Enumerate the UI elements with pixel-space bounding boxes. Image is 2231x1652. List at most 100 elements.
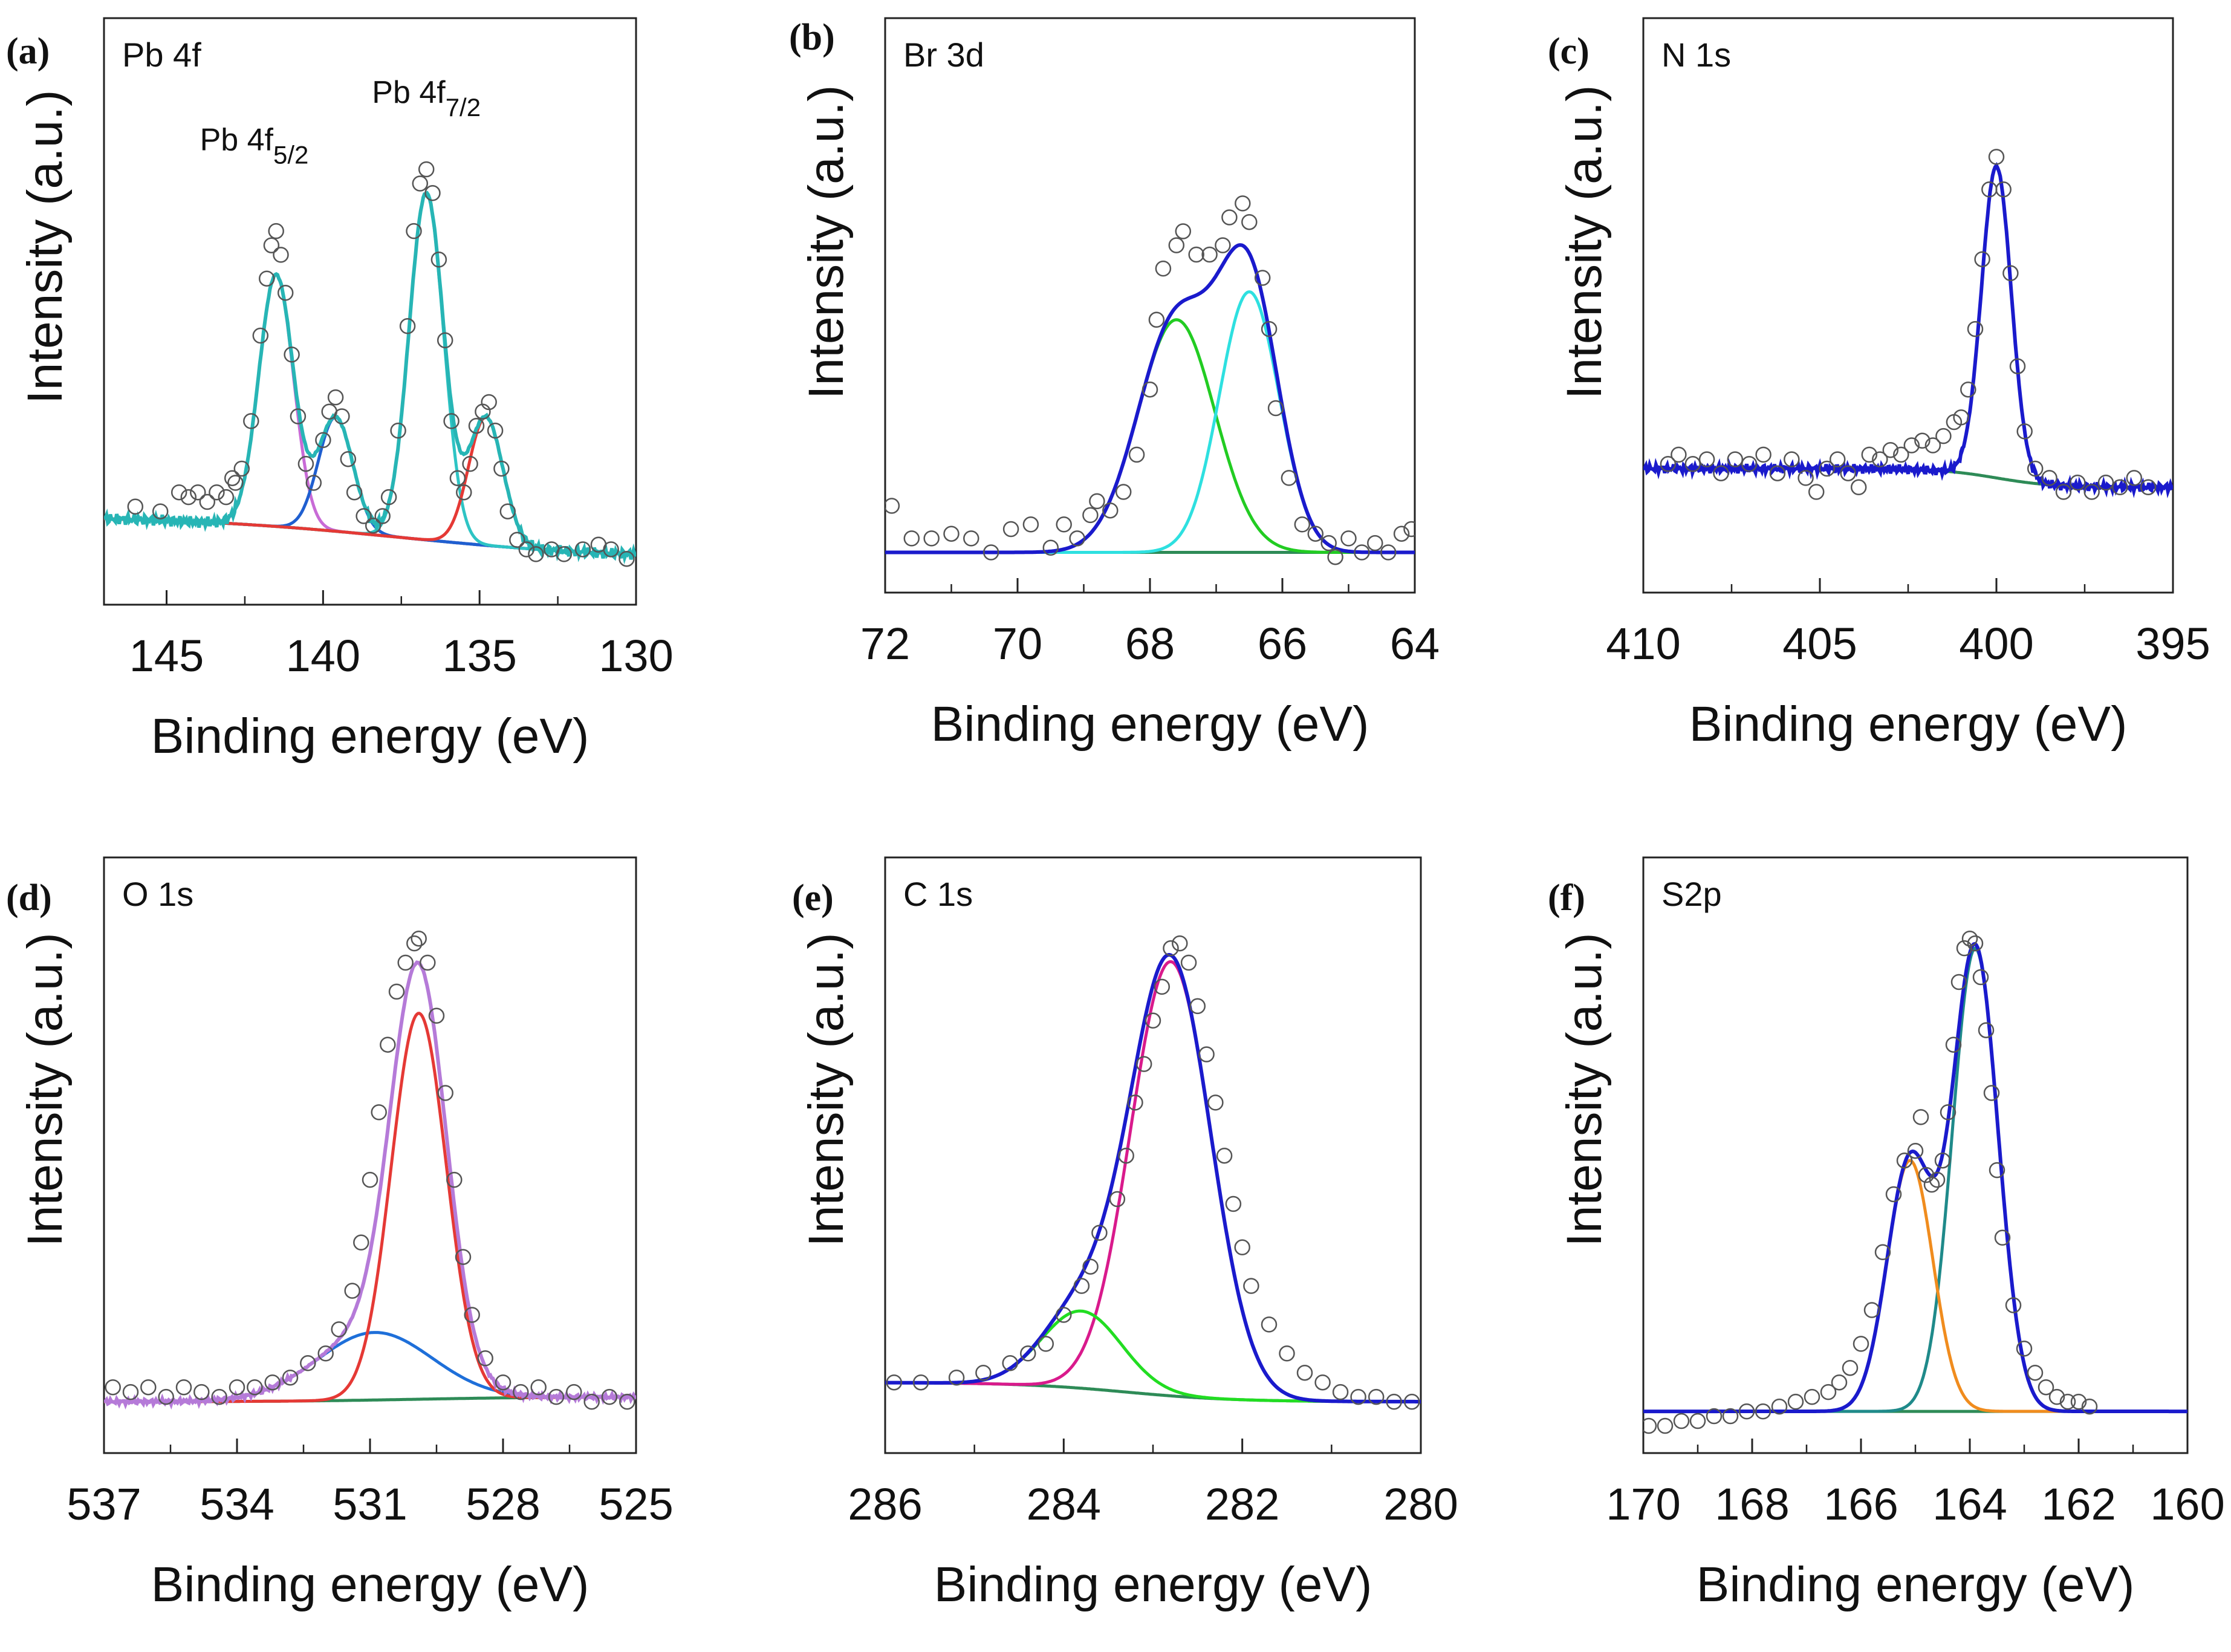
fit-component-2 xyxy=(885,1309,1421,1403)
y-axis-label: Intensity (a.u.) xyxy=(1557,932,1612,1247)
chart-panel-f: (f) S2p 170 168 166 164 162 160 Binding energy (… xyxy=(1548,856,2225,1612)
data-point xyxy=(1923,1176,1940,1193)
data-point xyxy=(390,422,406,439)
data-point xyxy=(601,1388,618,1405)
data-point xyxy=(464,1307,480,1323)
chart-panel-b: (b) Br 3d 72 70 68 66 64 Binding energy (eV) Int… xyxy=(789,17,1440,752)
data-point xyxy=(406,935,423,952)
data-point xyxy=(1738,1403,1755,1420)
y-axis-label: Intensity (a.u.) xyxy=(18,932,73,1247)
data-point xyxy=(1241,213,1258,230)
data-point xyxy=(2038,1379,2054,1396)
data-point xyxy=(233,460,250,477)
x-tick-label: 64 xyxy=(1390,619,1440,669)
data-point xyxy=(1042,539,1059,556)
curves xyxy=(104,930,636,1410)
x-axis-label: Binding energy (eV) xyxy=(931,697,1369,752)
data-point xyxy=(1983,1085,2000,1101)
data-point xyxy=(2083,484,2100,500)
data-point xyxy=(305,475,322,491)
data-point xyxy=(1706,1408,1723,1425)
y-axis-label: Intensity (a.u.) xyxy=(799,85,854,400)
data-point xyxy=(362,1171,378,1188)
data-point xyxy=(180,489,197,506)
data-point xyxy=(1660,456,1677,472)
data-point xyxy=(437,332,453,349)
x-tick-label: 170 xyxy=(1606,1479,1680,1529)
fit-component-2 xyxy=(1643,1159,2187,1413)
x-tick-label: 534 xyxy=(200,1479,274,1529)
data-point xyxy=(1403,1393,1420,1410)
data-point xyxy=(1332,1384,1349,1400)
data-point xyxy=(263,237,280,253)
data-point xyxy=(273,247,289,263)
data-point xyxy=(2009,358,2026,374)
x-tick-label: 528 xyxy=(466,1479,540,1529)
data-point xyxy=(2027,1364,2044,1381)
data-point xyxy=(2041,470,2057,486)
data-point xyxy=(277,285,294,301)
plot-frame xyxy=(884,856,1422,1454)
data-point xyxy=(487,422,504,439)
data-point xyxy=(481,394,497,411)
x-tick-label: 286 xyxy=(848,1479,922,1529)
data-point xyxy=(300,1355,316,1371)
data-point xyxy=(1903,437,1920,454)
data-point xyxy=(556,546,573,562)
data-point xyxy=(1960,381,1976,398)
fit-component-2 xyxy=(885,290,1415,554)
data-point xyxy=(2016,423,2033,440)
data-point xyxy=(1978,1022,1995,1038)
x-tick-label: 162 xyxy=(2041,1479,2116,1529)
data-point xyxy=(152,503,169,519)
x-tick-label: 66 xyxy=(1258,619,1307,669)
curves xyxy=(885,195,1415,565)
data-point xyxy=(619,1393,635,1410)
data-point xyxy=(1089,493,1105,510)
data-point xyxy=(1671,446,1687,463)
data-point xyxy=(428,1007,445,1024)
data-point xyxy=(2081,1398,2098,1415)
data-point xyxy=(1368,1388,1385,1405)
data-point xyxy=(1673,1413,1690,1429)
data-point xyxy=(1755,1403,1771,1420)
fit-component-1 xyxy=(1643,946,2187,1413)
data-point xyxy=(1327,548,1343,565)
panel-label: (b) xyxy=(789,17,835,58)
data-point xyxy=(574,541,591,558)
data-point xyxy=(1215,237,1231,253)
data-point xyxy=(912,1374,929,1391)
data-point xyxy=(2070,474,2086,491)
data-point xyxy=(411,930,427,947)
data-point xyxy=(1207,1094,1224,1111)
data-point xyxy=(190,484,206,501)
data-point xyxy=(317,1345,334,1362)
data-point xyxy=(437,1085,453,1101)
data-point xyxy=(1168,237,1185,253)
data-point xyxy=(315,432,331,449)
data-point xyxy=(1698,451,1715,467)
plot-frame xyxy=(1642,856,2189,1454)
data-point xyxy=(199,493,216,510)
x-tick-label: 130 xyxy=(599,631,673,681)
data-point xyxy=(327,389,344,406)
data-point xyxy=(1907,1142,1924,1159)
data-point xyxy=(1657,1417,1674,1434)
data-point xyxy=(1872,451,1888,467)
data-point xyxy=(1022,516,1039,533)
data-point xyxy=(446,1171,463,1188)
data-point xyxy=(1893,446,1909,463)
data-point xyxy=(1840,465,1856,481)
x-tick-label: 135 xyxy=(442,631,516,681)
data-point xyxy=(1912,1109,1929,1125)
data-point xyxy=(509,532,525,548)
data-point xyxy=(346,484,363,501)
data-point xyxy=(371,1104,387,1120)
data-point xyxy=(1842,1359,1859,1376)
x-tick-label: 395 xyxy=(2135,619,2210,669)
data-point xyxy=(247,1379,263,1396)
data-point xyxy=(1350,1388,1366,1405)
